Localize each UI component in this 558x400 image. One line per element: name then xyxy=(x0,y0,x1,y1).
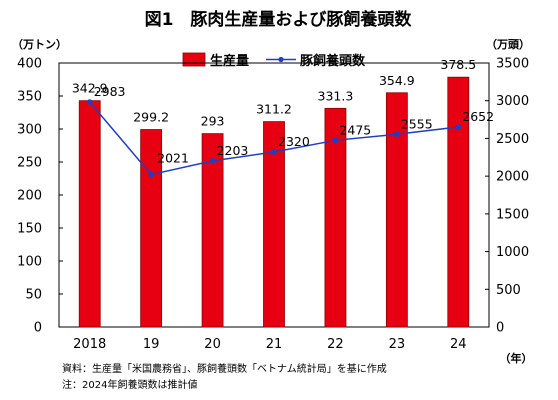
legend-bar-label: 生産量 xyxy=(210,53,249,69)
bar-value-label: 342.9 xyxy=(72,81,108,96)
x-tick-label: 21 xyxy=(266,337,283,352)
line-point xyxy=(209,158,216,164)
x-tick-label: 24 xyxy=(450,337,467,352)
line-value-label: 2203 xyxy=(217,143,249,158)
x-tick-label: 23 xyxy=(389,337,406,352)
left-tick-label: 50 xyxy=(25,288,42,303)
right-tick-label: 2500 xyxy=(496,132,529,147)
axes: 0 50 100 150 200 250 300 350 400 0 500 1000 1500 2000… xyxy=(17,57,529,353)
left-axis-unit: （万トン） xyxy=(12,38,67,51)
line-value-label: 2555 xyxy=(401,116,433,131)
right-tick-label: 3500 xyxy=(496,57,529,72)
right-tick-label: 1500 xyxy=(496,207,529,222)
left-tick-label: 250 xyxy=(17,156,42,171)
left-tick-label: 0 xyxy=(34,321,42,336)
x-tick-label: 22 xyxy=(327,337,344,352)
source-note: 資料：生産量「米国農務省」、豚飼養頭数「ベトナム統計局」を基に作成 xyxy=(62,364,387,375)
bar xyxy=(140,129,163,328)
line-point xyxy=(394,131,400,138)
bar xyxy=(385,92,408,328)
line-value-label: 2983 xyxy=(94,84,126,99)
bar-value-label: 311.2 xyxy=(256,102,292,117)
line-value-label: 2475 xyxy=(339,122,371,137)
legend: 生産量 豚飼養頭数 xyxy=(182,52,366,69)
bar xyxy=(201,133,224,328)
bar-value-label: 299.2 xyxy=(133,110,169,125)
left-tick-label: 300 xyxy=(17,123,42,138)
line-point xyxy=(271,149,277,155)
left-tick-label: 150 xyxy=(17,222,42,237)
bar-value-label: 354.9 xyxy=(379,73,415,88)
line-point xyxy=(332,137,339,144)
chart-title: 図1 豚肉生産量および豚飼養頭数 xyxy=(145,9,413,30)
x-axis-unit: （年） xyxy=(500,351,533,365)
bar xyxy=(324,107,347,328)
line-point xyxy=(148,171,154,178)
x-tick-label: 19 xyxy=(143,337,160,352)
right-tick-label: 500 xyxy=(496,283,521,298)
line-value-label: 2021 xyxy=(157,151,189,166)
x-tick-label: 20 xyxy=(204,337,221,352)
bar xyxy=(263,121,285,328)
bar-series xyxy=(78,76,470,328)
right-tick-label: 2000 xyxy=(496,170,529,185)
right-tick-label: 0 xyxy=(496,321,504,336)
line-value-label: 2320 xyxy=(278,134,310,149)
x-tick-label: 2018 xyxy=(73,337,106,352)
left-tick-label: 100 xyxy=(17,255,42,270)
footnote: 注：2024年飼養頭数は推計値 xyxy=(62,380,198,391)
left-tick-label: 200 xyxy=(17,189,42,204)
left-tick-label: 400 xyxy=(17,57,42,72)
line-value-label: 2652 xyxy=(462,109,494,124)
bar xyxy=(78,100,101,328)
legend-line-marker xyxy=(278,56,284,63)
left-tick-label: 350 xyxy=(17,90,42,105)
right-axis-unit: （万頭） xyxy=(486,38,530,51)
right-tick-label: 1000 xyxy=(496,245,529,260)
line-point xyxy=(455,124,462,130)
bar-value-label: 293 xyxy=(201,114,225,129)
bar xyxy=(447,76,470,328)
line-series xyxy=(86,99,462,178)
legend-line-label: 豚飼養頭数 xyxy=(300,53,366,69)
line-point xyxy=(86,99,93,105)
bar-value-label: 331.3 xyxy=(318,88,354,103)
right-tick-label: 3000 xyxy=(496,94,529,109)
data-labels: 342.9 299.2 293 311.2 331.3 354.9 378.5 2983 202… xyxy=(72,57,494,165)
legend-bar-swatch xyxy=(182,52,206,67)
bar-value-label: 378.5 xyxy=(440,57,476,72)
